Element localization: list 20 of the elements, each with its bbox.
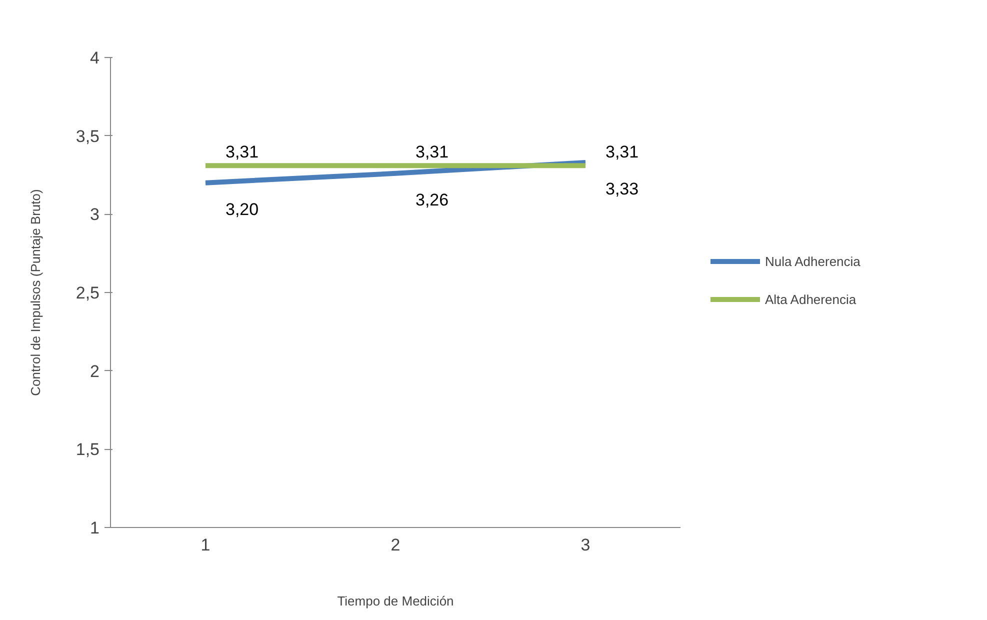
y-tick-label: 4	[90, 48, 100, 68]
data-label: 3,31	[606, 142, 639, 162]
x-axis-title: Tiempo de Medición	[337, 594, 454, 608]
legend-label: Alta Adherencia	[765, 292, 856, 306]
data-label: 3,31	[416, 142, 449, 162]
data-label: 3,31	[226, 142, 259, 162]
x-tick-label: 2	[390, 536, 400, 554]
y-tick-label: 1	[90, 518, 100, 538]
x-tick-label: 3	[580, 536, 590, 554]
y-tick-label: 3,5	[76, 126, 100, 146]
y-tick-label: 2	[90, 362, 100, 381]
y-tick-label: 1,5	[76, 440, 100, 460]
y-tick-label: 2,5	[76, 284, 100, 302]
x-tick-label: 1	[200, 536, 210, 554]
legend-label: Nula Adherencia	[765, 254, 860, 268]
data-label: 3,26	[416, 190, 449, 210]
data-label: 3,20	[226, 200, 259, 219]
data-label: 3,33	[606, 179, 639, 198]
y-tick-label: 3	[90, 205, 100, 224]
y-axis-title: Control de Impulsos (Puntaje Bruto)	[28, 189, 43, 396]
